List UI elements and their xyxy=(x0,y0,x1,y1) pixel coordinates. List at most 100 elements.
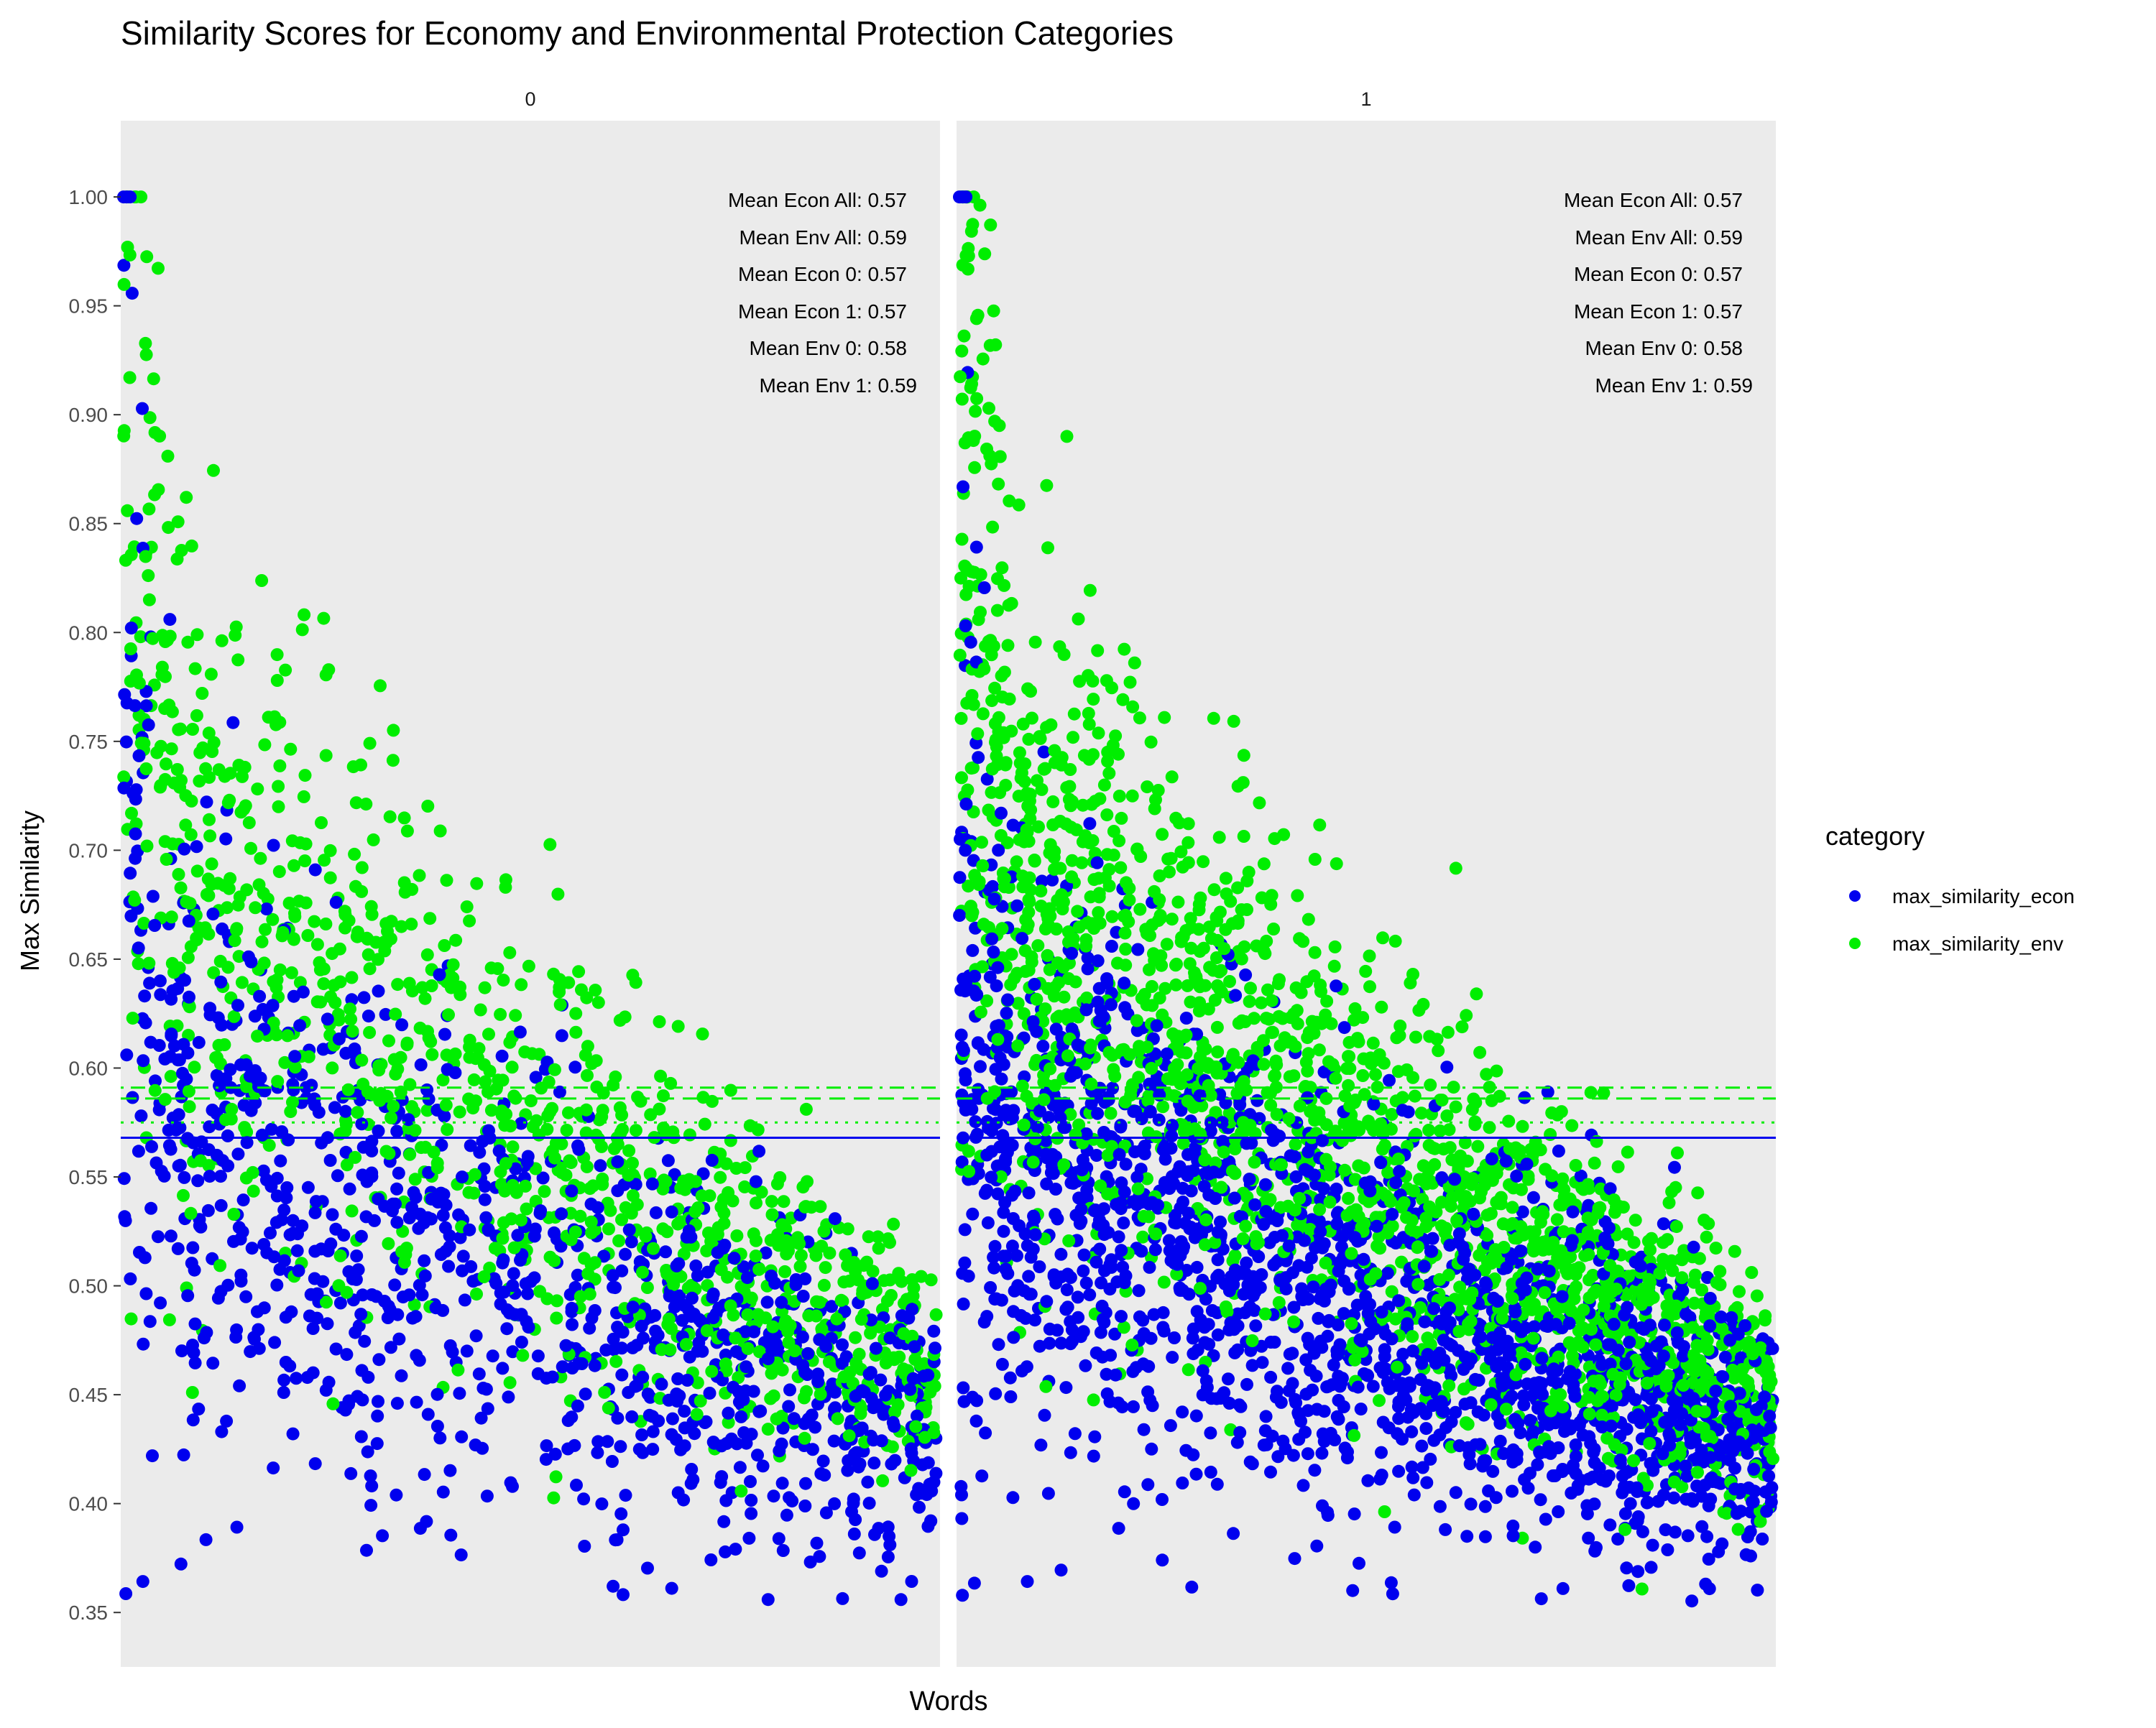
point-env xyxy=(895,1275,908,1288)
point-env xyxy=(1041,982,1054,995)
point-econ xyxy=(481,1489,494,1502)
point-econ xyxy=(929,1341,941,1354)
point-env xyxy=(464,1034,476,1047)
point-env xyxy=(744,1119,757,1132)
point-env xyxy=(883,1236,896,1249)
point-econ xyxy=(606,1455,619,1468)
point-econ xyxy=(615,1341,628,1354)
point-env xyxy=(705,1365,718,1378)
point-econ xyxy=(226,716,239,729)
point-env xyxy=(162,521,175,534)
point-econ xyxy=(143,976,156,989)
point-env xyxy=(152,262,165,274)
point-env xyxy=(333,1014,346,1027)
point-econ xyxy=(614,1440,627,1453)
point-econ xyxy=(589,1359,602,1372)
point-env xyxy=(254,852,267,865)
point-env xyxy=(387,1100,400,1113)
point-econ xyxy=(611,1184,624,1197)
point-econ xyxy=(611,1412,624,1425)
point-econ xyxy=(418,1468,431,1481)
point-econ xyxy=(775,1296,788,1309)
point-env xyxy=(1553,1198,1566,1211)
point-env xyxy=(183,1100,196,1113)
point-econ xyxy=(627,1300,640,1313)
point-env xyxy=(324,844,337,857)
point-econ xyxy=(566,1362,579,1374)
point-econ xyxy=(309,864,322,877)
point-econ xyxy=(309,1206,322,1219)
point-econ xyxy=(1583,1473,1595,1486)
point-econ xyxy=(1069,1427,1082,1440)
point-econ xyxy=(420,1084,433,1096)
point-env xyxy=(1158,711,1171,724)
point-econ xyxy=(461,1344,474,1357)
point-env xyxy=(619,1010,632,1023)
point-env xyxy=(1118,643,1130,656)
point-econ xyxy=(958,1257,971,1270)
point-econ xyxy=(372,1395,384,1408)
point-econ xyxy=(887,1416,900,1429)
point-env xyxy=(596,1173,609,1186)
point-econ xyxy=(863,1368,876,1381)
point-env xyxy=(626,1157,639,1170)
point-env xyxy=(1194,1282,1207,1295)
point-env xyxy=(1470,987,1483,1000)
point-env xyxy=(142,502,155,515)
point-env xyxy=(1100,674,1113,687)
point-econ xyxy=(277,1386,290,1399)
point-econ xyxy=(390,1183,403,1196)
point-env xyxy=(766,1209,779,1221)
point-env xyxy=(1177,1137,1190,1150)
point-env xyxy=(125,807,138,820)
point-env xyxy=(199,762,212,775)
point-env xyxy=(515,1214,528,1226)
point-env xyxy=(1115,812,1128,825)
point-econ xyxy=(507,1267,520,1280)
point-econ xyxy=(714,1476,727,1489)
point-env xyxy=(1644,1244,1657,1257)
point-env xyxy=(515,978,528,991)
point-env xyxy=(543,838,556,851)
point-econ xyxy=(479,1211,492,1224)
point-env xyxy=(311,995,324,1008)
point-env xyxy=(434,825,447,838)
point-econ xyxy=(801,1368,814,1381)
point-env xyxy=(959,588,972,601)
point-env xyxy=(478,1270,491,1283)
point-econ xyxy=(1246,1359,1259,1372)
point-env xyxy=(589,984,602,997)
point-env xyxy=(1444,1141,1457,1154)
point-econ xyxy=(496,1050,509,1063)
point-env xyxy=(962,1165,975,1178)
point-env xyxy=(507,1140,520,1153)
point-env xyxy=(1671,1147,1684,1160)
point-env xyxy=(688,1205,701,1218)
point-econ xyxy=(1479,1530,1492,1543)
point-env xyxy=(1238,941,1250,953)
point-env xyxy=(300,838,313,851)
point-econ xyxy=(213,1079,226,1092)
point-econ xyxy=(395,1369,408,1382)
point-env xyxy=(994,451,1007,463)
point-econ xyxy=(534,1204,547,1217)
point-env xyxy=(185,828,198,841)
point-econ xyxy=(344,1467,357,1480)
point-env xyxy=(498,1119,511,1132)
point-econ xyxy=(193,1036,206,1049)
point-env xyxy=(714,1171,727,1184)
point-econ xyxy=(178,974,191,987)
point-env xyxy=(1363,980,1376,993)
point-econ xyxy=(853,1546,866,1559)
point-env xyxy=(1061,430,1074,443)
point-env xyxy=(247,1166,259,1179)
point-env xyxy=(244,842,257,855)
point-econ xyxy=(813,1550,826,1563)
point-env xyxy=(1166,912,1179,925)
point-econ xyxy=(372,984,385,997)
point-econ xyxy=(615,1369,628,1382)
point-econ xyxy=(549,1448,562,1461)
point-econ xyxy=(422,1408,435,1421)
point-econ xyxy=(625,1235,638,1248)
point-econ xyxy=(118,1210,131,1223)
